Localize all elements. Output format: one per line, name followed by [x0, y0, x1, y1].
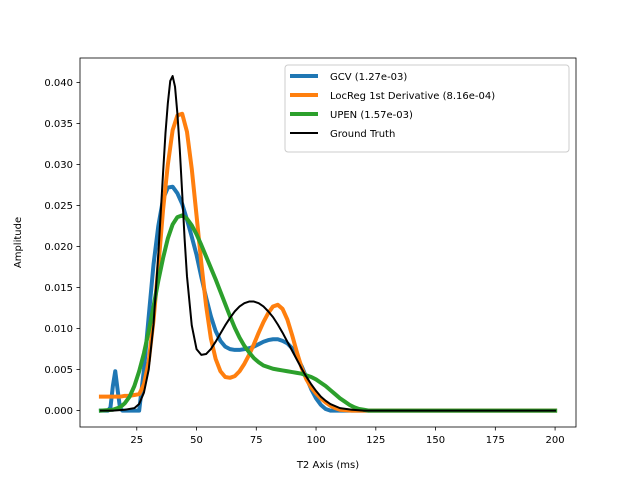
x-tick-label: 125 — [366, 435, 385, 446]
y-tick-label: 0.020 — [44, 242, 73, 253]
y-tick-label: 0.030 — [44, 160, 73, 171]
plot-area — [98, 75, 558, 413]
series-line-1 — [98, 184, 558, 413]
y-axis-label: Amplitude — [13, 217, 24, 268]
y-tick-label: 0.025 — [44, 201, 73, 212]
legend-label-1: GCV (1.27e-03) — [330, 72, 407, 83]
x-axis-label: T2 Axis (ms) — [296, 460, 359, 471]
x-tick-label: 75 — [250, 435, 263, 446]
legend-label-3: UPEN (1.57e-03) — [330, 110, 413, 121]
x-tick-label: 25 — [130, 435, 143, 446]
y-tick-label: 0.000 — [44, 406, 73, 417]
y-tick-label: 0.005 — [44, 365, 73, 376]
series-line-3 — [98, 213, 558, 413]
legend: GCV (1.27e-03) LocReg 1st Derivative (8.1… — [284, 64, 570, 153]
series-line-2 — [98, 111, 558, 413]
legend-label-2: LocReg 1st Derivative (8.16e-04) — [330, 91, 495, 102]
series-line-4 — [99, 75, 557, 412]
x-tick-label: 175 — [486, 435, 505, 446]
y-axis: 0.000 0.005 0.010 0.015 0.020 0.025 0.030 0.035… — [44, 78, 80, 417]
y-tick-label: 0.010 — [44, 324, 73, 335]
x-tick-label: 50 — [190, 435, 203, 446]
x-axis: 25 50 75 100 125 150 175 200 — [130, 427, 565, 446]
y-tick-label: 0.040 — [44, 78, 73, 89]
x-tick-label: 200 — [546, 435, 565, 446]
x-tick-label: 100 — [307, 435, 326, 446]
axes-frame — [79, 57, 577, 428]
y-tick-label: 0.035 — [44, 119, 73, 130]
legend-label-4: Ground Truth — [330, 129, 395, 140]
legend-box — [284, 64, 570, 153]
y-tick-label: 0.015 — [44, 283, 73, 294]
x-tick-label: 150 — [426, 435, 445, 446]
